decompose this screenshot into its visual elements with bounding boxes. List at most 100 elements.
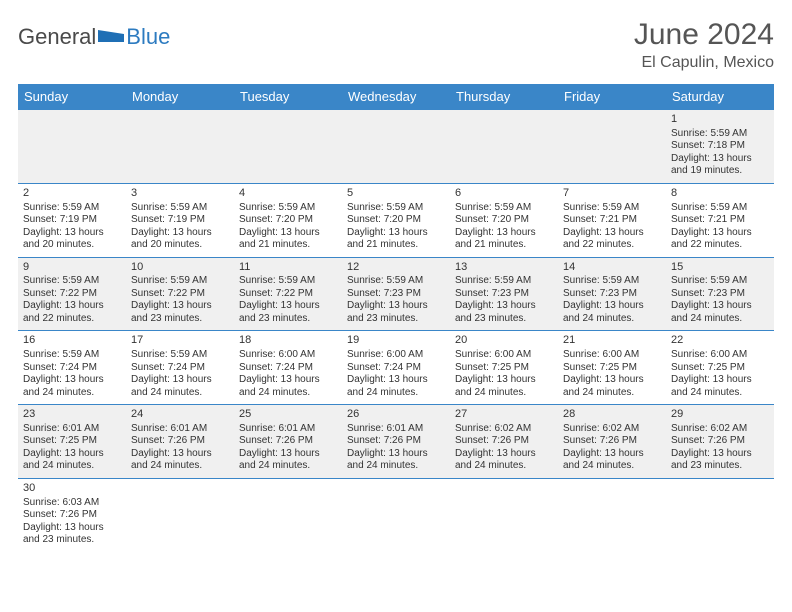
day-number: 22 [671, 334, 769, 348]
sunset-text: Sunset: 7:19 PM [23, 214, 121, 227]
sunset-text: Sunset: 7:26 PM [347, 435, 445, 448]
calendar-cell: 28Sunrise: 6:02 AMSunset: 7:26 PMDayligh… [558, 405, 666, 479]
calendar-table: Sunday Monday Tuesday Wednesday Thursday… [18, 84, 774, 552]
sunset-text: Sunset: 7:26 PM [563, 435, 661, 448]
sunset-text: Sunset: 7:25 PM [563, 362, 661, 375]
sunset-text: Sunset: 7:26 PM [455, 435, 553, 448]
day2-text: and 24 minutes. [239, 460, 337, 473]
day1-text: Daylight: 13 hours [563, 374, 661, 387]
day1-text: Daylight: 13 hours [131, 448, 229, 461]
calendar-cell: 7Sunrise: 5:59 AMSunset: 7:21 PMDaylight… [558, 183, 666, 257]
page-title: June 2024 [634, 18, 774, 52]
day1-text: Daylight: 13 hours [671, 227, 769, 240]
sunrise-text: Sunrise: 6:01 AM [347, 423, 445, 436]
calendar-cell [126, 110, 234, 184]
day-number: 28 [563, 408, 661, 422]
day2-text: and 21 minutes. [347, 239, 445, 252]
day1-text: Daylight: 13 hours [455, 374, 553, 387]
sunrise-text: Sunrise: 5:59 AM [347, 202, 445, 215]
day1-text: Daylight: 13 hours [131, 300, 229, 313]
day-number: 20 [455, 334, 553, 348]
sunrise-text: Sunrise: 5:59 AM [455, 202, 553, 215]
calendar-cell: 27Sunrise: 6:02 AMSunset: 7:26 PMDayligh… [450, 405, 558, 479]
day-number: 26 [347, 408, 445, 422]
day-number: 8 [671, 187, 769, 201]
calendar-cell: 13Sunrise: 5:59 AMSunset: 7:23 PMDayligh… [450, 257, 558, 331]
day1-text: Daylight: 13 hours [563, 300, 661, 313]
sunset-text: Sunset: 7:23 PM [455, 288, 553, 301]
sunset-text: Sunset: 7:25 PM [23, 435, 121, 448]
sunset-text: Sunset: 7:21 PM [671, 214, 769, 227]
calendar-cell: 29Sunrise: 6:02 AMSunset: 7:26 PMDayligh… [666, 405, 774, 479]
sunset-text: Sunset: 7:24 PM [347, 362, 445, 375]
sunset-text: Sunset: 7:26 PM [239, 435, 337, 448]
day-number: 17 [131, 334, 229, 348]
sunrise-text: Sunrise: 5:59 AM [563, 202, 661, 215]
sunset-text: Sunset: 7:26 PM [671, 435, 769, 448]
day2-text: and 22 minutes. [563, 239, 661, 252]
sunset-text: Sunset: 7:22 PM [131, 288, 229, 301]
day2-text: and 24 minutes. [563, 460, 661, 473]
sunrise-text: Sunrise: 5:59 AM [563, 275, 661, 288]
day-number: 9 [23, 261, 121, 275]
calendar-cell: 15Sunrise: 5:59 AMSunset: 7:23 PMDayligh… [666, 257, 774, 331]
day1-text: Daylight: 13 hours [671, 153, 769, 166]
sunrise-text: Sunrise: 5:59 AM [671, 275, 769, 288]
sunrise-text: Sunrise: 5:59 AM [455, 275, 553, 288]
calendar-cell: 24Sunrise: 6:01 AMSunset: 7:26 PMDayligh… [126, 405, 234, 479]
calendar-week-row: 16 Sunrise: 5:59 AM Sunset: 7:24 PM Dayligh… [18, 331, 774, 405]
sunset-text: Sunset: 7:23 PM [671, 288, 769, 301]
calendar-cell [666, 478, 774, 551]
calendar-cell [342, 478, 450, 551]
sunrise-text: Sunrise: 5:59 AM [347, 275, 445, 288]
day-number: 21 [563, 334, 661, 348]
calendar-cell: 4Sunrise: 5:59 AMSunset: 7:20 PMDaylight… [234, 183, 342, 257]
day2-text: and 22 minutes. [23, 313, 121, 326]
day2-text: and 24 minutes. [23, 460, 121, 473]
day1-text: Daylight: 13 hours [563, 448, 661, 461]
sunset-text: Sunset: 7:22 PM [239, 288, 337, 301]
day1-text: Daylight: 13 hours [671, 300, 769, 313]
sunset-text: Sunset: 7:24 PM [23, 362, 121, 375]
sunrise-text: Sunrise: 6:02 AM [455, 423, 553, 436]
calendar-cell: 6Sunrise: 5:59 AMSunset: 7:20 PMDaylight… [450, 183, 558, 257]
day-number: 4 [239, 187, 337, 201]
day-number: 11 [239, 261, 337, 275]
sunrise-text: Sunrise: 6:03 AM [23, 497, 121, 510]
day1-text: Daylight: 13 hours [23, 522, 121, 535]
calendar-cell: 14Sunrise: 5:59 AMSunset: 7:23 PMDayligh… [558, 257, 666, 331]
calendar-cell [234, 110, 342, 184]
day2-text: and 24 minutes. [671, 313, 769, 326]
day1-text: Daylight: 13 hours [23, 300, 121, 313]
calendar-cell: 30Sunrise: 6:03 AMSunset: 7:26 PMDayligh… [18, 478, 126, 551]
day2-text: and 23 minutes. [347, 313, 445, 326]
calendar-cell: 11Sunrise: 5:59 AMSunset: 7:22 PMDayligh… [234, 257, 342, 331]
weekday-header: Tuesday [234, 84, 342, 110]
day-number: 16 [23, 334, 121, 348]
sunrise-text: Sunrise: 5:59 AM [131, 349, 229, 362]
calendar-cell [450, 478, 558, 551]
calendar-cell: 16Sunrise: 5:59 AMSunset: 7:24 PMDayligh… [18, 331, 126, 405]
sunset-text: Sunset: 7:21 PM [563, 214, 661, 227]
calendar-cell [234, 478, 342, 551]
weekday-header: Monday [126, 84, 234, 110]
sunrise-text: Sunrise: 5:59 AM [239, 202, 337, 215]
sunset-text: Sunset: 7:20 PM [239, 214, 337, 227]
page: General Blue June 2024 El Capulin, Mexic… [0, 0, 792, 552]
sunrise-text: Sunrise: 6:02 AM [671, 423, 769, 436]
calendar-cell: 5Sunrise: 5:59 AMSunset: 7:20 PMDaylight… [342, 183, 450, 257]
calendar-cell: 20Sunrise: 6:00 AMSunset: 7:25 PMDayligh… [450, 331, 558, 405]
sunset-text: Sunset: 7:18 PM [671, 140, 769, 153]
sunrise-text: Sunrise: 5:59 AM [671, 128, 769, 141]
day-number: 24 [131, 408, 229, 422]
weekday-header: Wednesday [342, 84, 450, 110]
calendar-week-row: 1Sunrise: 5:59 AMSunset: 7:18 PMDaylight… [18, 110, 774, 184]
calendar-cell: 21Sunrise: 6:00 AMSunset: 7:25 PMDayligh… [558, 331, 666, 405]
day2-text: and 21 minutes. [239, 239, 337, 252]
sunrise-text: Sunrise: 5:59 AM [23, 202, 121, 215]
calendar-week-row: 2Sunrise: 5:59 AMSunset: 7:19 PMDaylight… [18, 183, 774, 257]
day-number: 7 [563, 187, 661, 201]
day-number: 12 [347, 261, 445, 275]
day2-text: and 23 minutes. [131, 313, 229, 326]
sunset-text: Sunset: 7:23 PM [347, 288, 445, 301]
